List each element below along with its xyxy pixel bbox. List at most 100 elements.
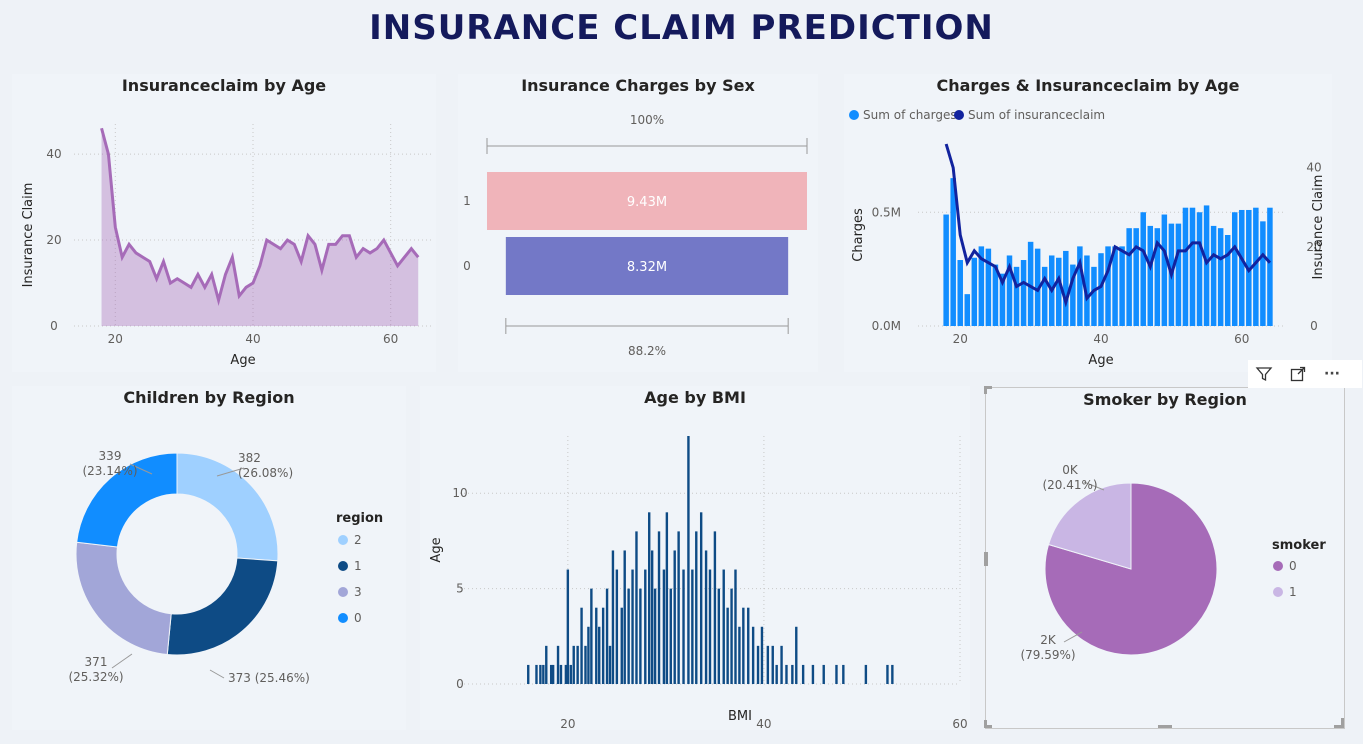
legend-marker bbox=[338, 561, 348, 571]
x-tick-label: 20 bbox=[560, 717, 575, 730]
resize-handle[interactable] bbox=[1341, 718, 1344, 728]
funnel-top-percent: 100% bbox=[630, 113, 664, 127]
histogram-bar bbox=[811, 664, 815, 684]
legend-title: smoker bbox=[1272, 538, 1326, 553]
children-by-region-visual[interactable]: Children by Region 382 (26.08%) 373 (25.46… bbox=[12, 386, 406, 730]
x-axis-title: Age bbox=[1088, 353, 1113, 368]
histogram-bar bbox=[601, 607, 605, 684]
charges-claim-by-age-visual[interactable]: Charges & Insuranceclaim by Age Sum of c… bbox=[844, 74, 1332, 372]
slice-data-label: 382 (26.08%) bbox=[238, 451, 293, 480]
histogram-bar bbox=[682, 569, 685, 684]
legend-marker bbox=[338, 613, 348, 623]
resize-handle[interactable] bbox=[984, 725, 992, 728]
charges-bar bbox=[1041, 266, 1048, 326]
charges-by-sex-visual[interactable]: Insurance Charges by Sex 100% 9.43M 1 8.32M… bbox=[458, 74, 818, 372]
histogram-bar bbox=[742, 607, 745, 684]
leader-line bbox=[209, 669, 225, 679]
resize-handle[interactable] bbox=[984, 386, 987, 394]
age-by-bmi-chart: 0 5 10 20 40 60 BMI Age bbox=[429, 436, 968, 731]
histogram-bar bbox=[738, 626, 741, 684]
chart-title: Age by BMI bbox=[644, 388, 746, 407]
funnel-category-label: 1 bbox=[463, 194, 471, 208]
histogram-bar bbox=[835, 664, 838, 684]
legend-label: 2 bbox=[354, 533, 362, 547]
resize-handle[interactable] bbox=[1158, 725, 1172, 728]
histogram-bar bbox=[572, 645, 575, 684]
charges-bar bbox=[1147, 225, 1154, 326]
histogram-bar bbox=[535, 664, 538, 684]
slice-data-label: 0K (20.41%) bbox=[1042, 463, 1097, 492]
histogram-bar bbox=[587, 626, 590, 684]
legend-label: 1 bbox=[354, 559, 362, 573]
legend-marker bbox=[338, 535, 348, 545]
resize-handle[interactable] bbox=[984, 386, 992, 389]
charges-bar bbox=[1070, 264, 1076, 326]
histogram-bar bbox=[842, 664, 845, 684]
legend-label: 0 bbox=[354, 611, 362, 625]
page-title: INSURANCE CLAIM PREDICTION bbox=[369, 8, 994, 48]
leader-line bbox=[129, 463, 153, 475]
charges-bar bbox=[1203, 205, 1210, 326]
histogram-bar bbox=[691, 569, 694, 684]
slice-data-label: 339 (23.14%) bbox=[82, 449, 137, 478]
histogram-bar bbox=[590, 588, 593, 684]
y-axis-title: Charges bbox=[851, 208, 866, 262]
histogram-bar bbox=[864, 664, 868, 684]
charges-bar bbox=[1253, 207, 1259, 326]
x-tick-label: 60 bbox=[952, 717, 967, 730]
legend-label: 3 bbox=[354, 585, 362, 599]
funnel-bar bbox=[487, 172, 807, 230]
x-axis-title: BMI bbox=[728, 709, 752, 724]
legend-marker bbox=[849, 110, 859, 120]
histogram-bar bbox=[775, 664, 778, 684]
histogram-bar bbox=[704, 550, 708, 684]
y-axis-title: Insurance Claim bbox=[21, 183, 36, 288]
claim-by-age-visual[interactable]: Insuranceclaim by Age 0 20 40 20 40 60 Age Insu… bbox=[12, 74, 436, 372]
slice-data-label: 2K (79.59%) bbox=[1020, 633, 1075, 662]
histogram-bar bbox=[566, 569, 570, 684]
charges-bar bbox=[1239, 209, 1245, 326]
histogram-bar bbox=[713, 531, 717, 684]
charges-bar bbox=[964, 294, 971, 326]
legend-label: 1 bbox=[1289, 585, 1297, 599]
y-tick-label: 0.0M bbox=[872, 319, 901, 333]
charges-bar bbox=[1133, 228, 1139, 326]
histogram-bar bbox=[708, 569, 712, 684]
charges-bar bbox=[985, 248, 992, 326]
age-by-bmi-visual[interactable]: Age by BMI 0 5 10 20 40 60 BMI Age bbox=[420, 386, 970, 731]
y-tick-label: 0.5M bbox=[872, 205, 901, 219]
x-tick-label: 40 bbox=[1093, 332, 1108, 346]
charges-bar bbox=[1260, 221, 1266, 326]
y2-tick-label: 40 bbox=[1306, 161, 1321, 175]
histogram-bar bbox=[669, 588, 672, 684]
histogram-bar bbox=[673, 550, 676, 684]
histogram-bar bbox=[635, 531, 638, 684]
histogram-bar bbox=[795, 626, 798, 684]
funnel-value-label: 8.32M bbox=[627, 260, 667, 275]
more-options-icon[interactable]: ··· bbox=[1324, 366, 1340, 382]
charges-bar bbox=[1140, 212, 1146, 326]
resize-handle[interactable] bbox=[1334, 725, 1344, 728]
histogram-bar bbox=[662, 569, 666, 684]
histogram-bar bbox=[576, 645, 579, 684]
histogram-bar bbox=[801, 664, 805, 684]
charges-bar bbox=[1027, 241, 1034, 326]
charges-bar bbox=[1091, 266, 1097, 326]
histogram-bar bbox=[611, 550, 615, 684]
histogram-bar bbox=[539, 664, 542, 684]
smoker-by-region-visual[interactable]: Smoker by Region 2K (79.59%) 0K (20.41%) smo… bbox=[985, 387, 1345, 729]
charges-bar bbox=[1119, 246, 1125, 326]
chart-title: Insurance Charges by Sex bbox=[521, 76, 755, 95]
filter-icon[interactable] bbox=[1252, 362, 1276, 386]
focus-mode-icon[interactable] bbox=[1286, 362, 1310, 386]
resize-handle[interactable] bbox=[984, 552, 988, 566]
legend-title: region bbox=[336, 511, 383, 526]
resize-handle[interactable] bbox=[984, 720, 987, 728]
histogram-bar bbox=[747, 607, 750, 684]
chart-title: Smoker by Region bbox=[1083, 390, 1247, 409]
charges-bar bbox=[1217, 228, 1224, 326]
charges-bar bbox=[1126, 228, 1132, 326]
y-tick-label: 40 bbox=[46, 147, 61, 161]
pie-slice bbox=[1047, 482, 1132, 570]
chart-title: Children by Region bbox=[123, 388, 295, 407]
